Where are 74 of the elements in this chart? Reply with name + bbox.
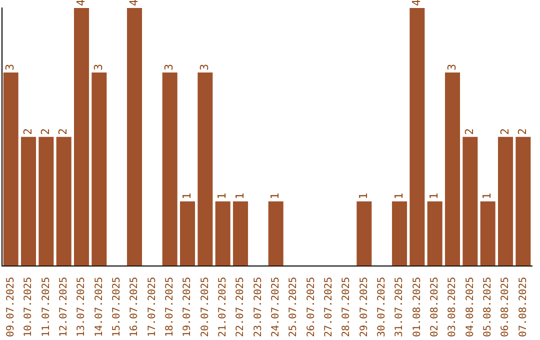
x-tick-label: 03.08.2025 bbox=[447, 276, 458, 338]
data-label: 1 bbox=[480, 192, 494, 200]
bar bbox=[20, 136, 36, 266]
data-label: 3 bbox=[4, 64, 17, 70]
x-tick-label: 29.07.2025 bbox=[358, 276, 370, 338]
bar bbox=[92, 72, 107, 266]
bar bbox=[162, 72, 178, 266]
x-tick-label: 05.08.2025 bbox=[482, 276, 494, 338]
x-tick-label: 02.08.2025 bbox=[429, 276, 440, 338]
x-tick-label: 01.08.2025 bbox=[412, 276, 423, 338]
x-tick-label: 30.07.2025 bbox=[376, 276, 388, 338]
x-tick-label: 24.07.2025 bbox=[270, 276, 282, 338]
x-tick-label: 11.07.2025 bbox=[40, 276, 52, 338]
data-label: 4 bbox=[127, 0, 140, 6]
x-tick-label: 06.08.2025 bbox=[500, 276, 512, 338]
bar bbox=[410, 8, 425, 266]
bar bbox=[462, 136, 478, 266]
data-label: 4 bbox=[74, 0, 88, 6]
bar bbox=[215, 201, 230, 266]
bar bbox=[3, 72, 18, 266]
x-tick-label: 31.07.2025 bbox=[394, 276, 406, 338]
data-label: 1 bbox=[268, 192, 282, 200]
x-tick-label: 14.07.2025 bbox=[94, 276, 105, 338]
data-label: 2 bbox=[516, 128, 530, 135]
bar bbox=[268, 201, 284, 266]
data-label: 2 bbox=[463, 128, 476, 135]
bar bbox=[392, 201, 408, 266]
x-tick-label: 17.07.2025 bbox=[146, 276, 158, 338]
bar bbox=[498, 136, 514, 266]
data-label: 3 bbox=[198, 64, 212, 70]
x-tick-label: 27.07.2025 bbox=[323, 276, 334, 338]
x-tick-label: 25.07.2025 bbox=[288, 276, 300, 338]
bar bbox=[516, 136, 531, 266]
x-tick-label: 13.07.2025 bbox=[76, 276, 88, 338]
bar bbox=[444, 72, 460, 266]
x-tick-label: 04.08.2025 bbox=[464, 276, 476, 338]
bar bbox=[427, 201, 442, 266]
data-label: 3 bbox=[445, 64, 458, 70]
bar bbox=[232, 201, 248, 266]
x-tick-label: 19.07.2025 bbox=[182, 276, 194, 338]
data-label: 2 bbox=[21, 128, 34, 135]
bar bbox=[180, 201, 196, 266]
bar bbox=[198, 72, 213, 266]
bar bbox=[356, 201, 372, 266]
data-label: 1 bbox=[180, 192, 194, 200]
data-label: 2 bbox=[498, 128, 512, 135]
bar bbox=[38, 136, 54, 266]
x-tick-label: 18.07.2025 bbox=[164, 276, 176, 338]
x-tick-label: 20.07.2025 bbox=[200, 276, 211, 338]
data-label: 1 bbox=[357, 192, 370, 200]
x-tick-label: 10.07.2025 bbox=[23, 276, 34, 338]
data-label: 3 bbox=[92, 64, 106, 70]
data-label: 2 bbox=[56, 128, 70, 135]
data-label: 2 bbox=[39, 128, 52, 135]
x-tick-label: 15.07.2025 bbox=[111, 276, 122, 338]
data-label: 1 bbox=[216, 192, 229, 200]
x-tick-label: 26.07.2025 bbox=[306, 276, 317, 338]
x-tick-label: 07.08.2025 bbox=[518, 276, 529, 338]
data-label: 1 bbox=[233, 192, 246, 200]
x-tick-label: 12.07.2025 bbox=[58, 276, 70, 338]
data-label: 1 bbox=[392, 192, 406, 200]
data-label: 1 bbox=[428, 192, 441, 200]
x-tick-label: 22.07.2025 bbox=[235, 276, 246, 338]
bar bbox=[74, 8, 90, 266]
x-tick-label: 09.07.2025 bbox=[5, 276, 16, 338]
x-tick-label: 21.07.2025 bbox=[217, 276, 228, 338]
bar bbox=[480, 201, 496, 266]
x-tick-label: 28.07.2025 bbox=[341, 276, 352, 338]
bar bbox=[56, 136, 72, 266]
x-tick-label: 23.07.2025 bbox=[252, 276, 264, 338]
bar bbox=[126, 8, 142, 266]
x-tick-label: 16.07.2025 bbox=[129, 276, 140, 338]
data-label: 4 bbox=[410, 0, 424, 6]
data-label: 3 bbox=[162, 64, 176, 70]
